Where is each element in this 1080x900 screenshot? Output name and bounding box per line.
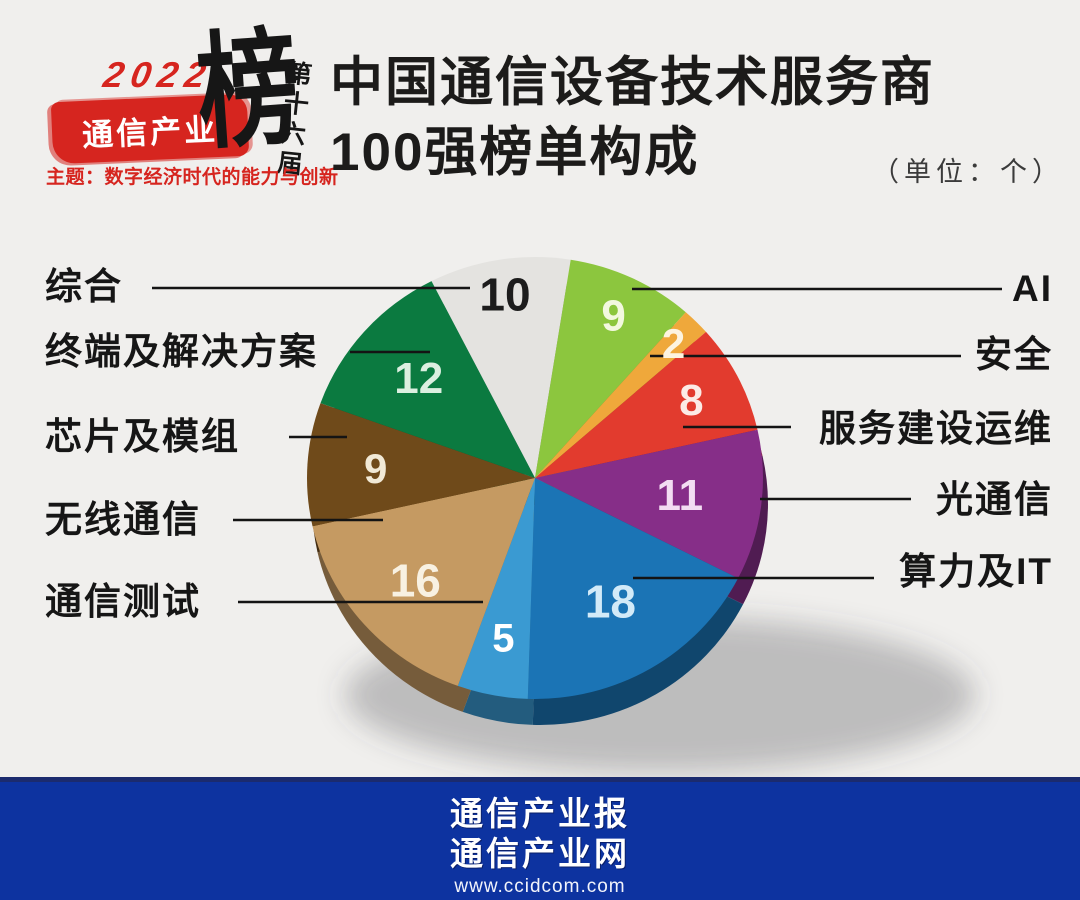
slice-value-无线通信: 16 [390, 554, 441, 606]
category-label-suanli: 算力及IT [899, 551, 1053, 592]
pie-slice-通信测试 [457, 478, 535, 699]
slice-value-服务建设运维: 8 [679, 376, 703, 425]
category-label-zhongduan: 终端及解决方案 [45, 331, 318, 372]
category-label-guangtongxin: 光通信 [936, 479, 1053, 520]
logo-theme-text: 主题：数字经济时代的能力与创新 [46, 167, 339, 188]
pie-slice-芯片及模组 [307, 403, 535, 527]
pie-slice-综合 [431, 256, 571, 478]
footer-url: www.ccidcom.com [454, 876, 626, 897]
pie-slice-安全 [535, 312, 706, 478]
pie-slice-无线通信 [312, 478, 535, 686]
category-label-wuxian: 无线通信 [45, 499, 201, 540]
unit-note: （单位：个） [872, 157, 1064, 187]
title-line-1: 中国通信设备技术服务商 [330, 53, 935, 112]
category-label-anquan: 安全 [975, 334, 1053, 375]
pie-slice-光通信 [535, 429, 763, 579]
footer-media-2: 通信产业网 [450, 835, 630, 872]
slice-value-安全: 2 [662, 320, 685, 367]
footer-media-1: 通信产业报 [450, 795, 630, 832]
pie-slice-AI [535, 259, 686, 478]
slice-value-通信测试: 5 [492, 617, 514, 661]
slice-value-光通信: 11 [657, 471, 704, 520]
slice-value-终端及解决方案: 12 [394, 354, 443, 403]
category-label-xinpian: 芯片及模组 [45, 416, 240, 457]
category-label-fuwu: 服务建设运维 [819, 408, 1053, 449]
slice-value-芯片及模组: 9 [364, 445, 387, 492]
slice-value-算力及IT: 18 [585, 576, 636, 628]
brand-logo: 2022 通信产业 榜 第十六届 主题：数字经济时代的能力与创新 [40, 20, 338, 198]
title-line-2: 100强榜单构成 [330, 122, 700, 182]
slice-value-综合: 10 [479, 269, 530, 321]
pie-slice-服务建设运维 [535, 331, 758, 478]
footer-banner: 通信产业报 通信产业网 www.ccidcom.com [0, 777, 1080, 900]
pie-slice-算力及IT [527, 478, 739, 700]
category-label-ai: AI [1012, 268, 1053, 309]
category-label-zonghe: 综合 [45, 266, 123, 307]
category-label-ceshi: 通信测试 [45, 581, 201, 622]
page-title: 中国通信设备技术服务商 100强榜单构成 [330, 48, 935, 188]
pie-slice-终端及解决方案 [320, 281, 535, 478]
slice-value-AI: 9 [601, 292, 625, 341]
